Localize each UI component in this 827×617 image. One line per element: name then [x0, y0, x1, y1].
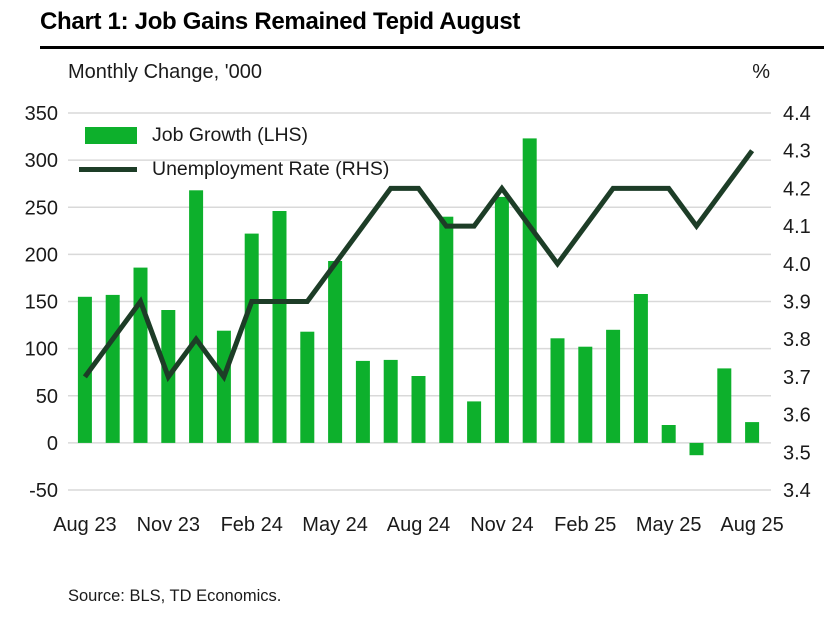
- chart-canvas: 350 300 250 200 150 100 50 0 -50 4.4 4.3 4.2 4.1 4.0 3…: [25, 103, 811, 536]
- title-underline: [40, 46, 824, 49]
- source-note: Source: BLS, TD Economics.: [68, 587, 282, 605]
- chart-title: Chart 1: Job Gains Remained Tepid August: [40, 8, 521, 35]
- x-axis-tick-label: Feb 25: [554, 514, 616, 536]
- y-axis-left-tick-label: 250: [25, 197, 58, 219]
- y-axis-right-tick-label: 3.8: [783, 329, 811, 351]
- y-axis-right-tick-label: 3.6: [783, 405, 811, 427]
- y-axis-left-tick-label: 200: [25, 244, 58, 266]
- y-axis-right-tick-label: 4.2: [783, 178, 811, 200]
- job-growth-bar: [328, 261, 343, 443]
- job-growth-bar: [216, 330, 231, 443]
- job-growth-bar: [411, 376, 426, 443]
- y-axis-left-tick-label: 300: [25, 150, 58, 172]
- x-axis-tick-label: May 24: [302, 514, 368, 536]
- unemployment-rate-line: [82, 149, 755, 383]
- bar-swatch-icon: [85, 127, 137, 144]
- job-growth-bar: [439, 216, 454, 443]
- y-axis-right-tick-label: 3.9: [783, 292, 811, 314]
- job-growth-bar: [77, 296, 92, 443]
- job-growth-bar: [189, 190, 204, 443]
- y-axis-right-tick-label: 4.3: [783, 141, 811, 163]
- x-axis-tick-label: Nov 24: [470, 514, 533, 536]
- job-growth-bar: [494, 196, 509, 443]
- y-axis-right-tick-label: 4.4: [783, 103, 811, 125]
- right-axis-title: %: [752, 61, 770, 83]
- y-axis-right-tick-label: 3.5: [783, 442, 811, 464]
- job-growth-bar: [467, 401, 482, 443]
- y-axis-right-tick-label: 3.7: [783, 367, 811, 389]
- job-growth-bar: [578, 346, 593, 443]
- job-growth-bar: [633, 294, 648, 443]
- x-axis-tick-label: Aug 24: [387, 514, 450, 536]
- legend-label: Job Growth (LHS): [152, 124, 309, 146]
- x-axis-tick-label: Aug 25: [720, 514, 783, 536]
- job-growth-bar: [689, 442, 704, 456]
- y-axis-left-tick-label: 350: [25, 103, 58, 125]
- y-axis-right-tick-label: 4.1: [783, 216, 811, 238]
- x-axis-tick-label: Feb 24: [221, 514, 283, 536]
- job-growth-bar: [522, 138, 537, 443]
- y-axis-left-tick-label: -50: [29, 480, 58, 502]
- y-axis-right-tick-label: 4.0: [783, 254, 811, 276]
- job-growth-bar: [355, 360, 370, 443]
- x-axis-tick-label: May 25: [636, 514, 702, 536]
- left-axis-title: Monthly Change, '000: [68, 61, 262, 83]
- job-growth-bar: [383, 359, 398, 443]
- job-growth-bar: [105, 294, 120, 443]
- y-axis-left-tick-label: 0: [47, 433, 58, 455]
- line-swatch-icon: [79, 167, 137, 172]
- legend-item-job-growth: Job Growth (LHS): [85, 124, 308, 147]
- legend-label: Unemployment Rate (RHS): [152, 158, 390, 180]
- job-growth-bar: [606, 329, 621, 443]
- job-growth-bar: [272, 211, 287, 443]
- y-axis-left-tick-label: 50: [36, 386, 58, 408]
- job-growth-bar: [133, 267, 148, 443]
- job-growth-bar: [661, 425, 676, 443]
- job-growth-bar: [550, 338, 565, 443]
- x-axis-tick-label: Nov 23: [137, 514, 200, 536]
- job-growth-bar: [244, 233, 259, 443]
- y-axis-left-tick-label: 100: [25, 339, 58, 361]
- x-axis-tick-label: Aug 23: [53, 514, 116, 536]
- legend-item-unemployment-rate: Unemployment Rate (RHS): [79, 158, 389, 181]
- y-axis-right-tick-label: 3.4: [783, 480, 811, 502]
- y-axis-left-tick-label: 150: [25, 292, 58, 314]
- job-growth-bar: [745, 422, 760, 443]
- job-growth-bar: [717, 368, 732, 443]
- job-growth-bar: [300, 331, 315, 443]
